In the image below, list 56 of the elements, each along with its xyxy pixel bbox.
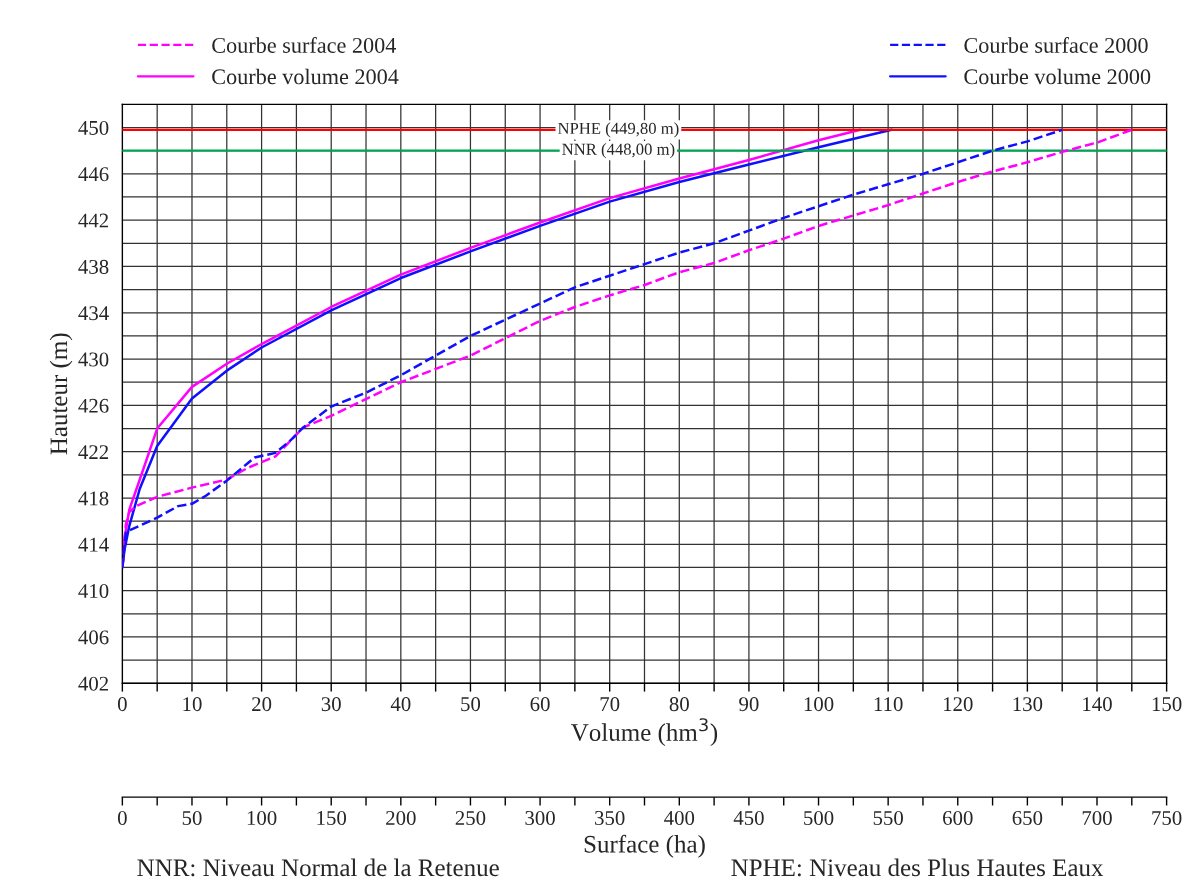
y-tick-label: 426 [78,398,109,413]
x-tick-label: 50 [461,697,481,712]
text: NPHE: Niveau des Plus Hautes Eaux [731,858,1104,877]
x2-tick-label: 50 [182,810,202,826]
x2-tick-label: 0 [117,810,127,826]
x2-tick-label: 400 [664,810,695,826]
x-tick-label: 80 [669,697,689,712]
y-tick-label: 438 [78,259,109,274]
x2-tick-label: 650 [1012,810,1043,826]
y-tick-label: 442 [78,213,109,228]
x2-tick-label: 300 [525,810,555,826]
x-tick-label: 140 [1083,697,1112,712]
y-tick-label: 406 [78,630,109,645]
x2-tick-label: 550 [873,810,903,826]
legend-label: Courbe surface 2000 [964,37,1148,53]
y-axis-title: Hauteur (m) [49,333,73,455]
x2-tick-label: 150 [317,810,347,826]
y-tick-label: 450 [78,120,109,135]
x2-tick-label: 100 [247,810,277,826]
x2-tick-label: 500 [804,810,834,826]
x2-tick-label: 200 [386,810,416,826]
y-tick-label: 446 [78,167,109,182]
x-tick-label: 90 [739,697,759,712]
y-tick-label: 414 [78,537,109,552]
x-tick-label: 120 [943,697,973,712]
y-tick-label: 430 [78,352,109,367]
legend-label: Courbe volume 2004 [212,68,399,85]
x-tick-label: 60 [530,697,550,712]
y-tick-label: 422 [78,445,109,459]
x-tick-label: 30 [321,697,341,712]
x2-tick-label: 600 [943,810,973,826]
x-axis-title: Volume (hm$^{3}$) [571,718,718,747]
x-tick-label: 10 [183,697,202,712]
y-tick-label: 402 [78,676,109,691]
x2-tick-label: 700 [1082,810,1112,826]
x-tick-label: 130 [1013,697,1043,712]
y-tick-label: 410 [78,584,109,599]
y-tick-label: 434 [78,306,109,321]
x-tick-label: 70 [600,697,620,712]
y-tick-label: 418 [78,491,109,506]
x-tick-label: 110 [874,697,903,712]
text: NNR: Niveau Normal de la Retenue [137,858,499,877]
ref-line-label: NNR (448,00 m) [562,143,675,159]
x-tick-label: 150 [1152,697,1182,712]
x-tick-label: 0 [117,697,127,712]
x2-tick-label: 750 [1152,810,1182,826]
legend-label: Courbe surface 2004 [212,37,397,53]
x2-tick-label: 350 [595,810,625,826]
x-tick-label: 20 [252,697,272,712]
x2-axis-title: Surface (ha) [584,834,705,858]
x-tick-label: 40 [390,697,411,712]
ref-line-label: NPHE (449,80 m) [557,122,679,138]
x2-tick-label: 250 [455,810,486,826]
x2-tick-label: 450 [733,810,764,826]
legend-label: Courbe volume 2000 [964,68,1151,85]
x-tick-label: 100 [804,697,834,712]
